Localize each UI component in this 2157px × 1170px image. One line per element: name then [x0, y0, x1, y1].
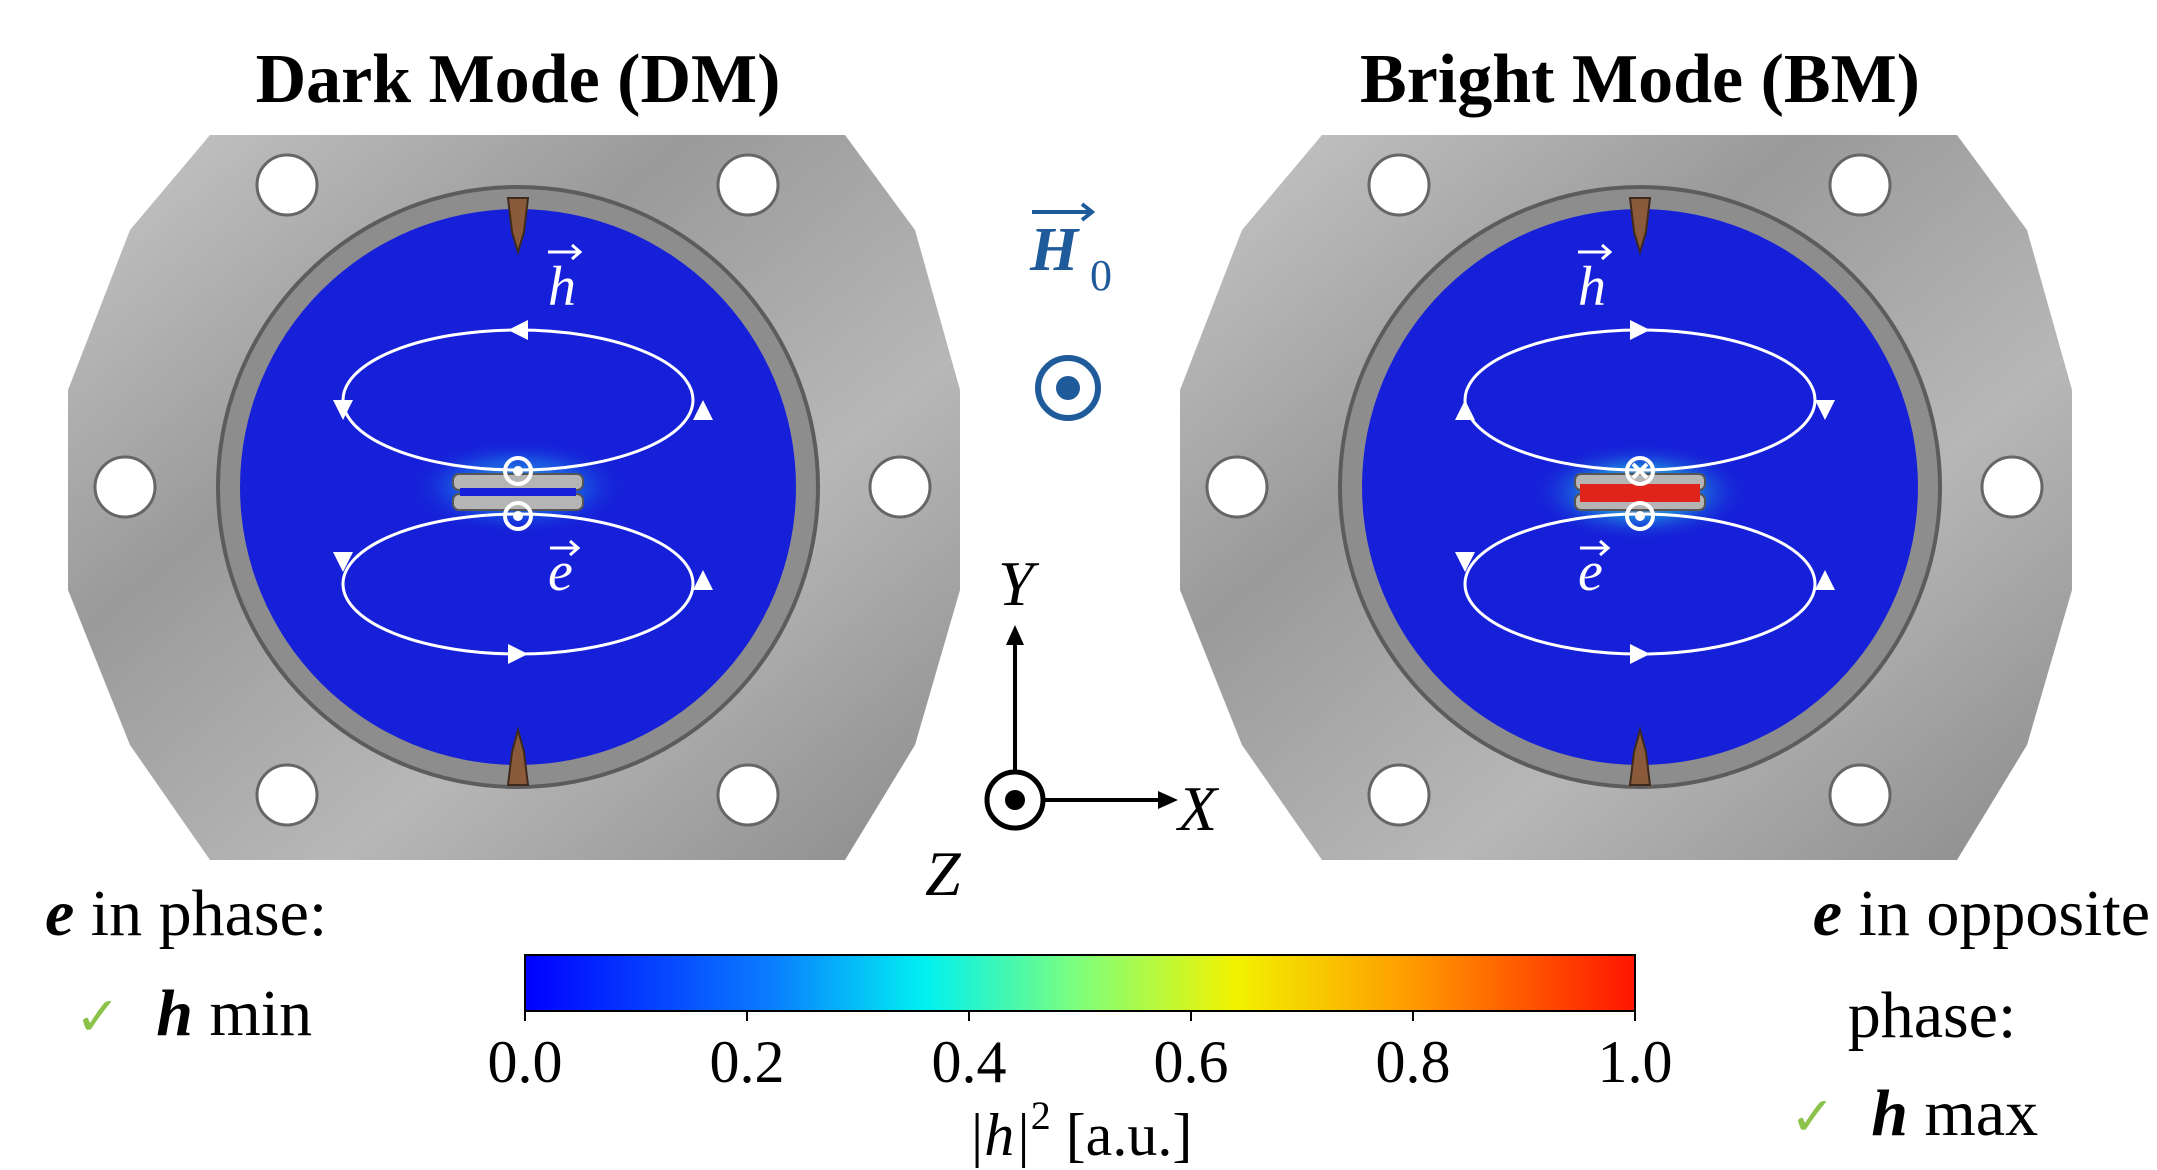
loop-arrow [693, 570, 713, 590]
dark-mode-title: Dark Mode (DM) [256, 41, 781, 118]
bolt-hole [716, 153, 780, 217]
bolt-hole [1367, 153, 1431, 217]
colorbar-gradient [524, 954, 1636, 1012]
e-field-in-marker [1625, 456, 1655, 486]
z-axis-label: Z [925, 838, 962, 909]
y-axis-arrowhead [1006, 625, 1024, 645]
loop-arrow [333, 400, 353, 420]
y-axis-label: Y [998, 548, 1040, 619]
x-axis-label: X [1175, 773, 1220, 844]
colorbar-tick-label: 1.0 [1598, 1029, 1673, 1095]
coordinate-axes: Y X Z [925, 548, 1220, 909]
bolt-hole [1205, 455, 1269, 519]
bolt-hole [255, 153, 319, 217]
e-field-dot [513, 511, 523, 521]
e-field-out-marker [503, 501, 533, 531]
svg-text:e: e [548, 541, 573, 603]
bolt-hole [868, 455, 932, 519]
x-axis-arrowhead [1158, 791, 1178, 809]
bolt-hole [1980, 455, 2044, 519]
loop-arrow [333, 552, 353, 572]
antenna-probe-top [1628, 197, 1652, 256]
svg-text:e: e [1578, 541, 1603, 603]
e-field-dot [1635, 511, 1645, 521]
z-axis-dot [1005, 790, 1025, 810]
bright-mode-caption-line3: ✓ h max [1790, 1077, 2038, 1150]
svg-text:0: 0 [1090, 251, 1112, 300]
antenna-probe-bottom [506, 726, 530, 786]
bolt-hole [1828, 763, 1892, 827]
dark-mode-caption-line1: e in phase: [45, 877, 327, 950]
bolt-hole [255, 763, 319, 827]
loop-arrow [693, 400, 713, 420]
antenna-probe-top [506, 197, 530, 256]
e-field-dot [513, 466, 523, 476]
dark-mode-cavity: h e [68, 135, 960, 860]
bright-mode-cavity: h e [1180, 135, 2072, 860]
bolt-hole [716, 763, 780, 827]
colorbar-tick-label: 0.4 [932, 1029, 1007, 1095]
loop-arrow [1815, 400, 1835, 420]
colorbar-tick-label: 0.2 [710, 1029, 785, 1095]
colorbar-ticks: 0.0 0.2 0.4 0.6 0.8 1.0 [488, 1011, 1673, 1095]
bright-mode-title: Bright Mode (BM) [1360, 41, 1920, 118]
colorbar-tick-label: 0.0 [488, 1029, 563, 1095]
bolt-hole [1367, 763, 1431, 827]
e-vector-label: e [548, 539, 581, 603]
loop-arrow [508, 320, 528, 340]
loop-arrow [1455, 400, 1475, 420]
bright-mode-caption-line2: phase: [1848, 979, 2017, 1052]
field-gap [460, 488, 576, 496]
field-gap-hot [1580, 484, 1700, 502]
svg-text:h: h [1578, 256, 1606, 318]
e-field-cross [1631, 462, 1649, 480]
loop-arrow [1630, 320, 1650, 340]
loop-arrow [508, 644, 528, 664]
e-field-out-marker [503, 456, 533, 486]
e-vector-label: e [1578, 539, 1611, 603]
bolt-hole [93, 455, 157, 519]
loop-arrow [1815, 570, 1835, 590]
h-vector-label: h [548, 243, 583, 318]
colorbar-tick-label: 0.6 [1154, 1029, 1229, 1095]
colorbar-label: |h|2 [a.u.] [968, 1093, 1193, 1168]
bolt-hole [1828, 153, 1892, 217]
colorbar-tick-label: 0.8 [1376, 1029, 1451, 1095]
loop-arrow [1630, 644, 1650, 664]
antenna-probe-bottom [1628, 726, 1652, 786]
bias-field-out-of-plane-icon [1035, 355, 1101, 421]
bias-field-label: H 0 [1029, 202, 1112, 300]
svg-text:h: h [548, 256, 576, 318]
svg-text:H: H [1029, 216, 1080, 284]
bright-mode-caption-line1: e in opposite [1813, 877, 2150, 950]
colorbar: 0.0 0.2 0.4 0.6 0.8 1.0 |h|2 [a.u.] [488, 954, 1673, 1168]
h-vector-label: h [1578, 243, 1613, 318]
loop-arrow [1455, 552, 1475, 572]
dark-mode-caption-line2: ✓ h min [75, 977, 312, 1050]
e-field-out-marker [1625, 501, 1655, 531]
